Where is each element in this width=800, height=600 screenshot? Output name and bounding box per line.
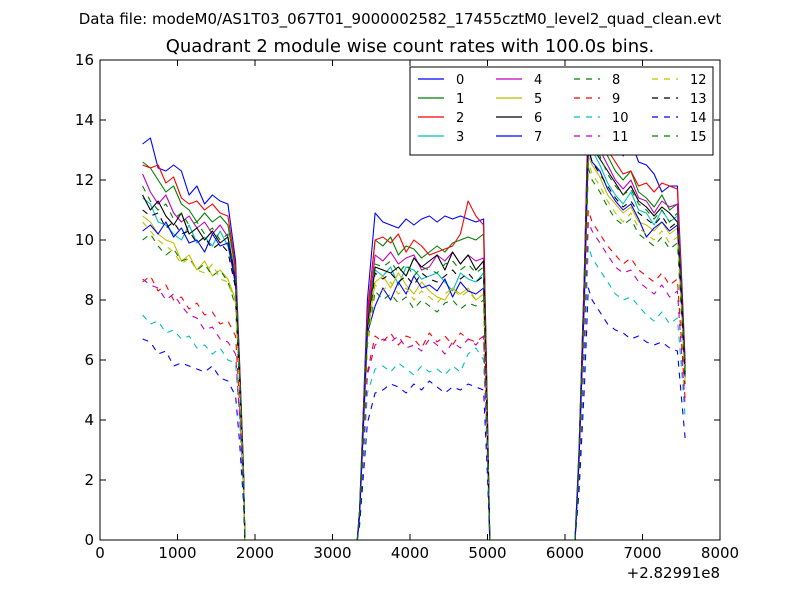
legend-label-15: 15 [690, 130, 707, 145]
series-12-line-segment-0 [142, 221, 246, 541]
y-tick-label: 10 [75, 231, 94, 249]
series-11-line-segment-0 [142, 278, 246, 541]
series-6-line-segment-2 [574, 134, 686, 541]
legend-label-4: 4 [534, 73, 542, 88]
y-tick-label: 4 [84, 411, 94, 429]
axes-layer: 0 1000 2000 3000 4000 5000 6000 7000 80000246810… [75, 51, 739, 562]
legend-label-14: 14 [690, 111, 707, 126]
series-11-line-segment-1 [356, 335, 491, 541]
chart-suptitle: Data file: modeM0/AS1T03_067T01_90000025… [79, 10, 722, 29]
series-14-line-segment-1 [356, 380, 491, 541]
series-8-line-segment-2 [574, 167, 686, 541]
x-tick-label: 3000 [313, 544, 351, 562]
legend-label-5: 5 [534, 92, 542, 107]
x-tick-label: 2000 [236, 544, 274, 562]
series-7-line-segment-2 [574, 146, 686, 541]
series-3-line-segment-2 [574, 140, 686, 541]
series-11-line-segment-2 [574, 221, 686, 541]
series-15-line-segment-0 [142, 185, 246, 541]
y-tick-label: 16 [75, 51, 94, 69]
series-7-line-segment-0 [142, 221, 246, 541]
legend-label-12: 12 [690, 73, 707, 88]
series-15-line-segment-1 [356, 260, 491, 541]
legend-label-10: 10 [612, 111, 629, 126]
legend-label-11: 11 [612, 130, 629, 145]
legend-label-0: 0 [456, 73, 464, 88]
x-tick-label: 1000 [158, 544, 196, 562]
y-tick-label: 12 [75, 171, 94, 189]
y-tick-label: 2 [84, 471, 94, 489]
x-tick-label: 0 [95, 544, 105, 562]
legend-label-7: 7 [534, 130, 542, 145]
series-9-line-segment-2 [574, 209, 686, 541]
series-13-line-segment-2 [574, 149, 686, 541]
series-4-line-segment-2 [574, 128, 686, 541]
series-layer [142, 101, 686, 541]
series-13-line-segment-1 [356, 269, 491, 541]
x-tick-label: 6000 [546, 544, 584, 562]
legend-label-13: 13 [690, 92, 707, 107]
series-10-line-segment-1 [356, 347, 491, 541]
x-offset-label: +2.82991e8 [627, 564, 720, 582]
x-tick-label: 7000 [623, 544, 661, 562]
legend-label-6: 6 [534, 111, 542, 126]
series-9-line-segment-0 [142, 275, 246, 541]
series-2-line-segment-2 [574, 101, 686, 541]
series-15-line-segment-2 [574, 131, 686, 541]
legend-label-8: 8 [612, 73, 620, 88]
legend-label-1: 1 [456, 92, 464, 107]
series-14-line-segment-0 [142, 338, 246, 541]
x-tick-label: 8000 [701, 544, 739, 562]
y-tick-label: 6 [84, 351, 94, 369]
legend-label-3: 3 [456, 130, 464, 145]
series-5-line-segment-1 [356, 272, 491, 541]
series-2-line-segment-1 [356, 200, 491, 541]
series-8-line-segment-0 [142, 233, 246, 541]
series-3-line-segment-1 [356, 266, 491, 541]
series-14-line-segment-2 [574, 287, 686, 541]
series-7-line-segment-1 [356, 275, 491, 541]
series-0-line-segment-1 [356, 212, 491, 541]
legend-label-2: 2 [456, 111, 464, 126]
series-4-line-segment-1 [356, 251, 491, 541]
y-tick-label: 8 [84, 291, 94, 309]
legend-box [409, 66, 714, 156]
legend-label-9: 9 [612, 92, 620, 107]
series-8-line-segment-1 [356, 290, 491, 541]
chart-title: Quadrant 2 module wise count rates with … [166, 36, 655, 57]
y-tick-label: 0 [84, 531, 94, 549]
series-1-line-segment-1 [356, 233, 491, 541]
series-10-line-segment-0 [142, 314, 246, 541]
series-6-line-segment-1 [356, 251, 491, 541]
series-10-line-segment-2 [574, 245, 686, 541]
series-13-line-segment-0 [142, 209, 246, 541]
y-tick-label: 14 [75, 111, 94, 129]
series-0-line-segment-0 [142, 137, 246, 541]
x-tick-label: 4000 [391, 544, 429, 562]
series-12-line-segment-1 [356, 281, 491, 541]
series-9-line-segment-1 [356, 332, 491, 541]
x-tick-label: 5000 [468, 544, 506, 562]
